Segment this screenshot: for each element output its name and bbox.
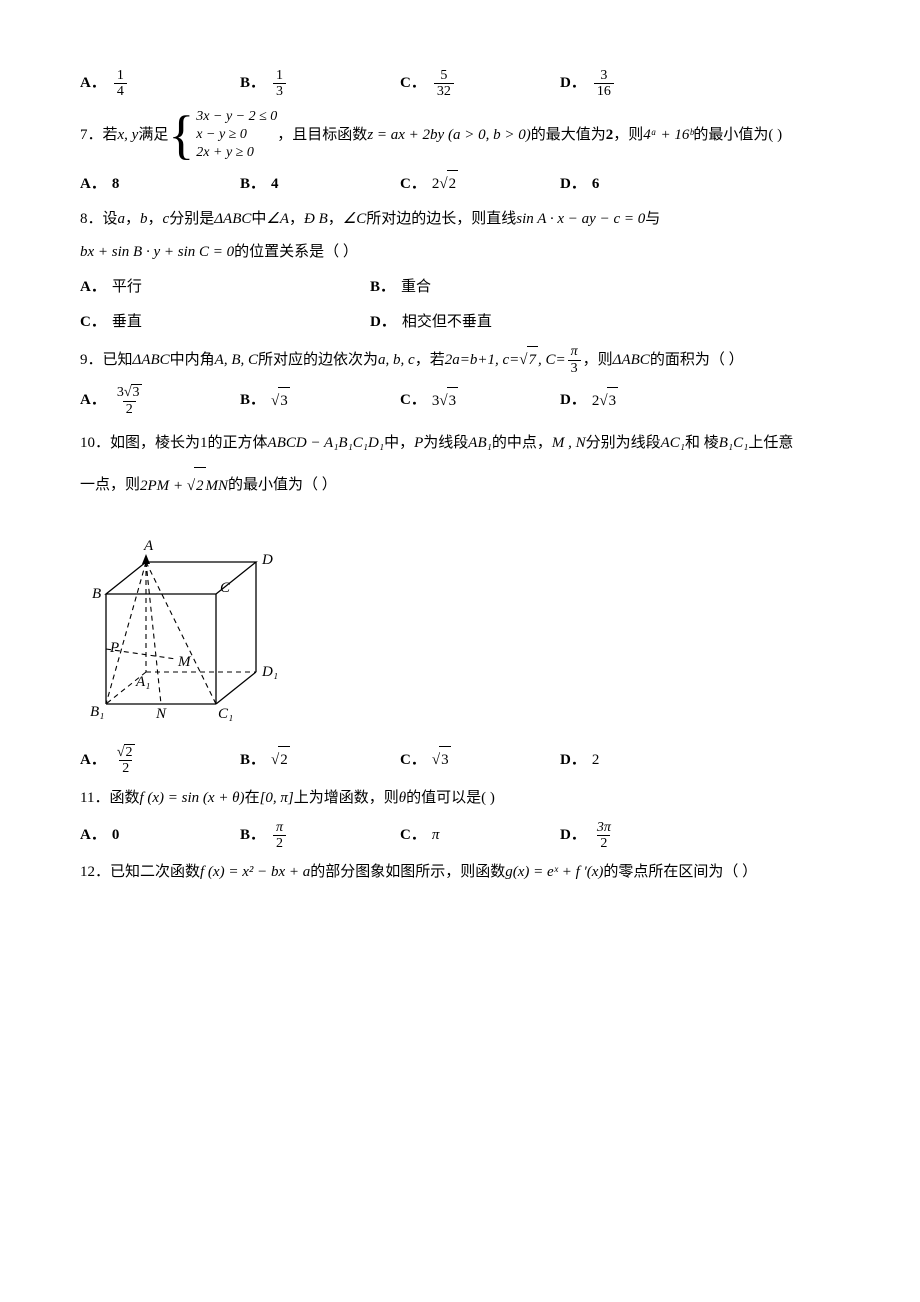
q7-a: 8 [112,171,120,198]
svg-text:C: C [220,580,231,596]
q9-c: 33 [432,387,458,415]
q11-c: π [432,822,440,849]
q11-d: 3π 2 [594,820,614,852]
q7-stem: 7．若 x, y 满足 { 3x − y − 2 ≤ 0 x − y ≥ 0 2… [80,108,850,163]
q6-opt-c: C． 5 32 [400,68,560,100]
q10-c: 3 [432,746,451,774]
q10-figure: A B C D A₁ B₁ C₁ D₁ P M N [86,514,850,734]
q10-stem-2: 一点，则 2PM + 2MN 的最小值为（ ） [80,467,850,504]
q8-stem-2: bx + sin B · y + sin C = 0 的位置关系是（ ） [80,239,850,266]
q6-options: A． 1 4 B． 1 3 C． 5 32 D． 3 16 [80,68,850,100]
q7-system: { 3x − y − 2 ≤ 0 x − y ≥ 0 2x + y ≥ 0 [168,108,277,163]
q12-stem: 12．已知二次函数 f (x) = x² − bx + a 的部分图象如图所示，… [80,859,850,886]
q7-obj: z = ax + 2by (a > 0, b > 0) [367,122,530,149]
q7-mid3: 的最大值为 [531,122,606,149]
q9-options: A． 33 2 B．3 C．33 D．23 [80,384,850,417]
q7-expr: 4ᵃ + 16ᵇ [643,122,693,149]
q10-expr: 2PM + 2MN [140,467,228,504]
q8-options-1: A．平行 B．重合 [80,274,850,301]
q10-d: 2 [592,747,600,774]
svg-text:P: P [109,640,119,656]
q7-mid4: ，则 [613,122,643,149]
q10-b: 2 [271,746,290,774]
svg-text:N: N [155,706,167,722]
q8-a: 平行 [112,274,142,301]
q9-c-frac: π 3 [568,344,581,376]
q7-mid2: ，且目标函数 [277,122,367,149]
q11-options: A．0 B． π 2 C．π D． 3π 2 [80,820,850,852]
q7-num: 7 [80,122,88,149]
svg-text:C₁: C₁ [218,706,233,722]
svg-text:M: M [177,654,192,670]
q8-options-2: C．垂直 D．相交但不垂直 [80,309,850,336]
q9-stem: 9．已知 ΔABC 中内角 A, B, C 所对应的边依次为 a, b, c ，… [80,344,850,376]
q7-vars: x, y [118,122,139,149]
label-a: A． [80,70,106,97]
q8-d: 相交但不垂直 [402,309,492,336]
svg-text:A: A [143,538,154,554]
svg-text:A₁: A₁ [135,674,150,690]
q7-d: 6 [592,171,600,198]
q6-d-frac: 3 16 [594,68,614,100]
q7-tail: 的最小值为( ) [693,122,782,149]
q8-b: 重合 [401,274,431,301]
svg-text:D: D [261,552,273,568]
q6-a-frac: 1 4 [114,68,127,100]
svg-text:B₁: B₁ [90,704,104,720]
q7-c: 22 [432,170,458,198]
q9-b: 3 [271,387,290,415]
q6-opt-a: A． 1 4 [80,68,240,100]
brace-icon: { [168,108,194,162]
q7-val: 2 [606,122,614,149]
label-c: C． [400,70,426,97]
q8-stem: 8．设 a， b， c 分别是 ΔABC 中 ∠A， Ð B， ∠C 所对边的边… [80,206,850,233]
q10-a: 2 2 [114,744,138,777]
q7-options: A．8 B．4 C．22 D．6 [80,170,850,198]
q6-opt-d: D． 3 16 [560,68,720,100]
q11-b: π 2 [273,820,286,852]
svg-text:D₁: D₁ [261,664,278,680]
q8-c: 垂直 [112,309,142,336]
label-b: B． [240,70,265,97]
q6-c-frac: 5 32 [434,68,454,100]
label-d: D． [560,70,586,97]
q9-a: 33 2 [114,384,145,417]
q6-b-frac: 1 3 [273,68,286,100]
q7-lead: ．若 [88,122,118,149]
q10-options: A． 2 2 B．2 C．3 D．2 [80,744,850,777]
q6-opt-b: B． 1 3 [240,68,400,100]
svg-text:B: B [92,586,101,602]
q9-d: 23 [592,387,618,415]
q7-b: 4 [271,171,279,198]
cube-diagram: A B C D A₁ B₁ C₁ D₁ P M N [86,514,316,724]
q11-stem: 11．函数 f (x) = sin (x + θ) 在 [0, π] 上为增函数… [80,785,850,812]
q9-cond: 2a=b+1, c=7, C= [445,346,566,374]
q11-a: 0 [112,822,120,849]
q7-mid1: 满足 [138,122,168,149]
q10-stem: 10．如图，棱长为 1 的正方体 ABCD − A₁B₁C₁D₁ 中， P 为线… [80,425,850,461]
